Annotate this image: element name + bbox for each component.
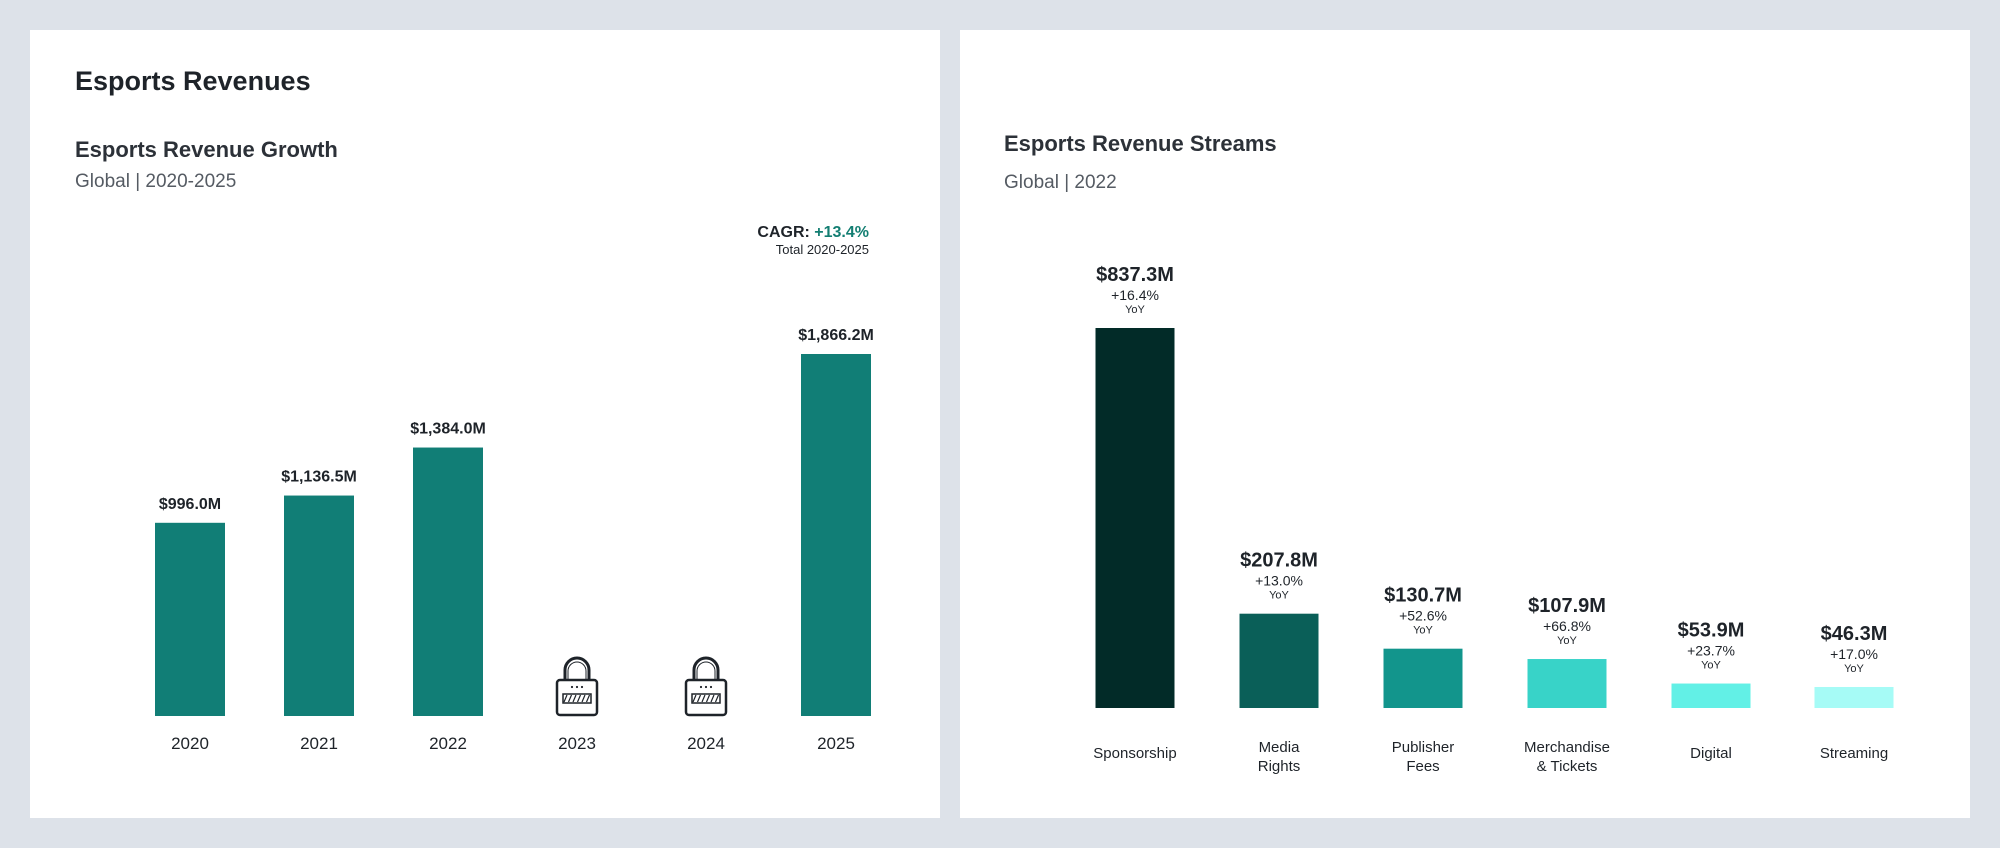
x-tick-label: 2021 bbox=[300, 734, 338, 753]
bar-value-label: $1,136.5M bbox=[281, 469, 357, 486]
x-tick-label: Publisher Fees bbox=[1392, 739, 1455, 775]
x-tick-label: Merchandise & Tickets bbox=[1524, 739, 1610, 775]
revenue-bar bbox=[801, 354, 871, 716]
yoy-change-label: +23.7% bbox=[1687, 643, 1735, 659]
stream-bar bbox=[1095, 328, 1175, 708]
streams-chart: $837.3M+16.4%YoYSponsorship$207.8M+13.0%… bbox=[1093, 264, 1894, 775]
stream-bar bbox=[1814, 686, 1894, 708]
revenue-bar bbox=[155, 522, 225, 716]
revenue-bar bbox=[284, 495, 354, 716]
padlock-icon bbox=[555, 656, 599, 717]
streams-panel: Esports Revenue Streams Global | 2022 $8… bbox=[960, 30, 1970, 818]
yoy-change-label: +16.4% bbox=[1111, 287, 1159, 303]
bar-value-label: $107.9M bbox=[1528, 595, 1606, 617]
bar-value-label: $1,384.0M bbox=[410, 421, 486, 438]
x-tick-label: 2023 bbox=[558, 734, 596, 753]
yoy-unit-label: YoY bbox=[1125, 304, 1145, 316]
bar-value-label: $837.3M bbox=[1096, 264, 1174, 286]
x-tick-label: 2024 bbox=[687, 734, 725, 753]
yoy-unit-label: YoY bbox=[1413, 625, 1433, 637]
cagr-note: Total 2020-2025 bbox=[776, 242, 869, 257]
x-tick-label: Digital bbox=[1690, 745, 1732, 762]
yoy-unit-label: YoY bbox=[1701, 660, 1721, 672]
x-tick-label: Media Rights bbox=[1258, 739, 1301, 775]
stream-bar bbox=[1527, 659, 1607, 708]
stream-bar bbox=[1239, 613, 1319, 708]
cagr-value: +13.4% bbox=[814, 224, 869, 241]
growth-chart-title: Esports Revenue Growth bbox=[75, 137, 338, 162]
x-tick-label: 2025 bbox=[817, 734, 855, 753]
yoy-change-label: +52.6% bbox=[1399, 608, 1447, 624]
bar-value-label: $996.0M bbox=[159, 496, 221, 513]
x-tick-label: 2020 bbox=[171, 734, 209, 753]
yoy-unit-label: YoY bbox=[1269, 590, 1289, 602]
streams-chart-title: Esports Revenue Streams bbox=[1004, 131, 1277, 156]
bar-value-label: $207.8M bbox=[1240, 550, 1318, 572]
growth-panel: Esports Revenues Esports Revenue Growth … bbox=[30, 30, 940, 818]
cagr-label-text: CAGR: bbox=[757, 224, 814, 241]
page-title: Esports Revenues bbox=[75, 66, 311, 96]
yoy-change-label: +17.0% bbox=[1830, 646, 1878, 662]
yoy-change-label: +13.0% bbox=[1255, 573, 1303, 589]
bar-value-label: $130.7M bbox=[1384, 585, 1462, 607]
streams-chart-subtitle: Global | 2022 bbox=[1004, 172, 1117, 193]
x-tick-label: 2022 bbox=[429, 734, 467, 753]
bar-value-label: $53.9M bbox=[1678, 620, 1745, 642]
x-tick-label: Sponsorship bbox=[1093, 745, 1176, 762]
bar-value-label: $46.3M bbox=[1821, 623, 1888, 645]
x-tick-label: Streaming bbox=[1820, 745, 1888, 762]
stream-bar bbox=[1383, 648, 1463, 708]
yoy-unit-label: YoY bbox=[1844, 663, 1864, 675]
cagr-label: CAGR: +13.4% bbox=[757, 224, 869, 241]
stream-bar bbox=[1671, 683, 1751, 708]
growth-chart-subtitle: Global | 2020-2025 bbox=[75, 171, 237, 192]
padlock-icon bbox=[684, 656, 728, 717]
revenue-bar bbox=[413, 447, 483, 716]
yoy-change-label: +66.8% bbox=[1543, 618, 1591, 634]
growth-chart: $996.0M 2020 $1,136.5M 2021 $1,384.0M 2022 202… bbox=[155, 224, 874, 753]
bar-value-label: $1,866.2M bbox=[798, 327, 874, 344]
yoy-unit-label: YoY bbox=[1557, 635, 1577, 647]
